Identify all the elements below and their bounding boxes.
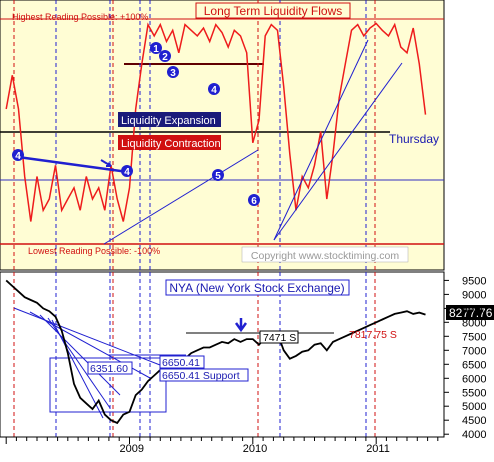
trendline [273, 62, 403, 241]
y-tick-label: 5500 [462, 387, 486, 399]
copyright-label: Copyright www.stocktiming.com [251, 250, 399, 262]
annot-7817: 7817.75 S [349, 329, 397, 341]
marker-4a: 4 [208, 83, 220, 96]
annot-7471: 7471 S [263, 332, 296, 344]
trendline [17, 155, 129, 174]
nya-panel: NYA (New York Stock Exchange) 6351.60 66… [0, 271, 494, 455]
trendline [51, 319, 104, 419]
svg-text:4: 4 [211, 85, 217, 96]
liquidity-trendlines [17, 39, 403, 245]
marker-6: 6 [248, 194, 260, 207]
svg-text:4: 4 [15, 151, 21, 162]
y-tick-label: 6000 [462, 373, 486, 385]
trendline [39, 314, 121, 396]
marker-1: 1 [150, 42, 162, 55]
x-tick-label: 2011 [366, 443, 390, 455]
x-tick-label: 2010 [243, 443, 267, 455]
y-tick-label: 8000 [462, 317, 486, 329]
y-tick-label: 5000 [462, 401, 486, 413]
contraction-label: Liquidity Contraction [121, 138, 221, 150]
y-tick-label: 7500 [462, 331, 486, 343]
annot-box [259, 330, 299, 344]
nya-series [5, 279, 426, 425]
y-tick-label: 9500 [462, 275, 486, 287]
annot-6650-support: 6650.41 Support [162, 370, 240, 382]
svg-text:2: 2 [162, 52, 168, 63]
svg-text:1: 1 [153, 44, 159, 55]
y-tick-label: 8500 [462, 303, 486, 315]
liquidity-line-0 [5, 22, 427, 222]
trendline [103, 149, 259, 245]
down-arrow-icon [234, 318, 248, 333]
x-tick-label: 2009 [120, 443, 144, 455]
y-tick-label: 4500 [462, 415, 486, 427]
copyright-box [241, 246, 409, 263]
annot-box [159, 355, 205, 369]
thursday-label: Thursday [389, 132, 439, 146]
arrow-icon [100, 159, 112, 167]
annot-6351: 6351.60 [90, 363, 128, 375]
vertical-dashed-lines [13, 0, 376, 270]
liquidity-title-box [195, 2, 351, 19]
expansion-box [118, 112, 221, 127]
nya-x-axis: 2009 2010 2011 [5, 437, 439, 455]
marker-2: 2 [159, 50, 171, 63]
liquidity-series [5, 22, 427, 222]
y-tick-label: 4000 [462, 429, 486, 441]
expansion-label: Liquidity Expansion [121, 115, 216, 127]
contraction-box [118, 135, 221, 150]
marker-5: 5 [212, 169, 224, 182]
highest-reading-label: Highest Reading Possible: +100% [12, 12, 148, 22]
marker-4b: 4 [12, 149, 24, 162]
y-tick-label: 9000 [462, 289, 486, 301]
trendline [273, 39, 369, 241]
annot-box [87, 361, 133, 375]
liquidity-panel: Highest Reading Possible: +100% Lowest R… [0, 0, 445, 271]
nya-title: NYA (New York Stock Exchange) [169, 281, 344, 295]
svg-text:5: 5 [215, 171, 221, 182]
svg-text:3: 3 [170, 68, 176, 79]
liquidity-plot-area [0, 0, 445, 271]
nya-line-0 [5, 279, 426, 425]
support-zone-box [49, 357, 167, 413]
marker-3: 3 [167, 66, 179, 79]
lowest-reading-label: Lowest Reading Possible: -100% [28, 246, 160, 256]
last-price: 8277.76 [449, 306, 493, 320]
annot-box [159, 368, 249, 382]
annot-6650: 6650.41 [162, 357, 200, 369]
liquidity-title: Long Term Liquidity Flows [204, 4, 343, 18]
nya-plot-area [0, 271, 445, 438]
nya-title-box [165, 279, 350, 296]
last-price-box [446, 305, 494, 320]
y-tick-label: 6500 [462, 359, 486, 371]
svg-text:6: 6 [251, 196, 257, 207]
marker-4c: 4 [121, 165, 133, 178]
numbered-markers: 1 2 3 4 4 4 5 6 [12, 42, 260, 207]
nya-y-axis: 4000 4500 5000 5500 6000 6500 7000 7500 8000 8500… [444, 275, 486, 441]
y-tick-label: 7000 [462, 345, 486, 357]
svg-text:4: 4 [124, 167, 130, 178]
